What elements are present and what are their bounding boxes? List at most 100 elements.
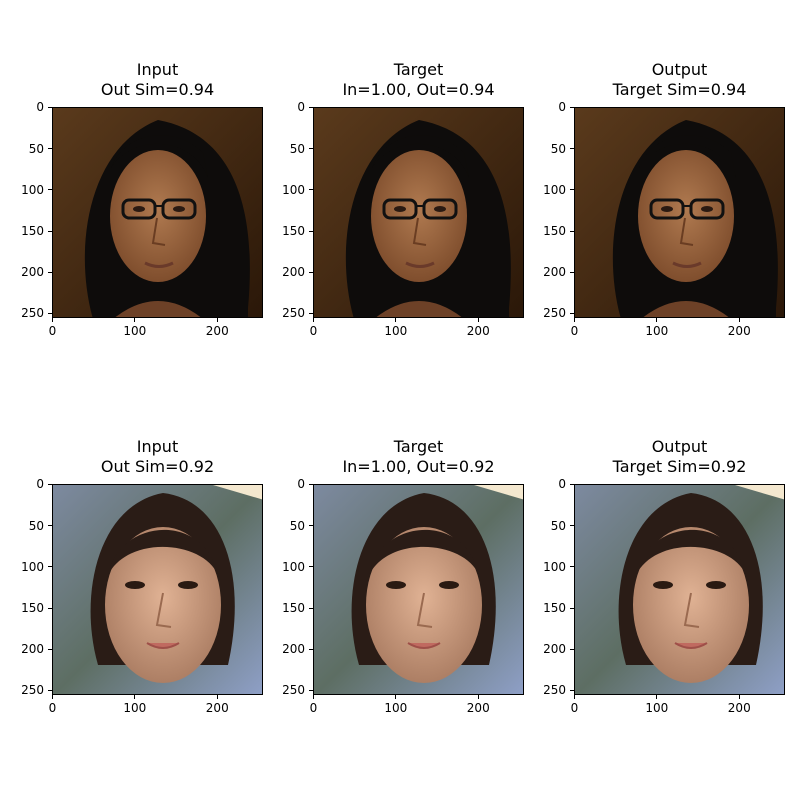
- y-tick-mark: [48, 525, 52, 527]
- panel-title-line2: Out Sim=0.92: [100, 457, 215, 476]
- y-tick-label: 0: [36, 477, 44, 492]
- image-axes: [313, 107, 524, 318]
- y-tick-label: 0: [297, 477, 305, 492]
- y-tick-mark: [48, 648, 52, 650]
- x-tick-label: 100: [645, 324, 669, 338]
- y-tick-mark: [309, 525, 313, 527]
- y-tick-label: 100: [543, 182, 566, 197]
- face-photo: [314, 108, 523, 317]
- y-tick-mark: [48, 189, 52, 191]
- y-tick-label: 250: [21, 306, 44, 321]
- y-tick-label: 50: [289, 141, 305, 156]
- panel-title-line1: Output: [651, 437, 708, 456]
- y-tick-label: 250: [543, 306, 566, 321]
- y-tick-label: 200: [282, 642, 305, 657]
- y-tick-label: 200: [21, 642, 44, 657]
- y-tick-label: 150: [21, 601, 44, 616]
- image-axes: [52, 484, 263, 695]
- y-tick-label: 250: [543, 683, 566, 698]
- x-tick-mark: [656, 695, 658, 699]
- y-tick-mark: [570, 312, 574, 314]
- panel-title-line1: Input: [136, 60, 179, 79]
- x-tick-label: 0: [570, 701, 579, 715]
- y-tick-mark: [309, 566, 313, 568]
- x-tick-mark: [738, 695, 740, 699]
- y-tick-mark: [48, 230, 52, 232]
- x-tick-label: 0: [309, 701, 318, 715]
- y-tick-mark: [48, 106, 52, 108]
- y-tick-mark: [309, 148, 313, 150]
- panel-title-line2: In=1.00, Out=0.94: [342, 80, 495, 99]
- y-tick-mark: [309, 189, 313, 191]
- y-tick-label: 150: [21, 224, 44, 239]
- y-tick-mark: [48, 148, 52, 150]
- y-tick-label: 100: [282, 559, 305, 574]
- face-photo: [53, 108, 262, 317]
- image-axes: [52, 107, 263, 318]
- x-tick-label: 200: [727, 701, 751, 715]
- y-tick-mark: [570, 689, 574, 691]
- y-tick-mark: [309, 106, 313, 108]
- x-tick-label: 200: [727, 324, 751, 338]
- y-tick-mark: [570, 189, 574, 191]
- x-tick-mark: [573, 695, 575, 699]
- x-tick-mark: [395, 318, 397, 322]
- face-photo: [575, 108, 784, 317]
- y-tick-label: 100: [282, 182, 305, 197]
- x-tick-mark: [51, 695, 53, 699]
- y-tick-mark: [570, 483, 574, 485]
- y-tick-mark: [48, 312, 52, 314]
- y-tick-mark: [570, 607, 574, 609]
- y-tick-label: 250: [282, 683, 305, 698]
- x-tick-mark: [312, 318, 314, 322]
- y-tick-mark: [570, 230, 574, 232]
- y-tick-label: 250: [282, 306, 305, 321]
- panel-title-line2: Target Sim=0.92: [612, 457, 747, 476]
- x-tick-mark: [477, 695, 479, 699]
- panel-title-line2: Target Sim=0.94: [612, 80, 747, 99]
- y-tick-label: 150: [543, 601, 566, 616]
- x-tick-label: 100: [384, 701, 408, 715]
- x-tick-mark: [477, 318, 479, 322]
- y-tick-label: 50: [289, 518, 305, 533]
- y-tick-mark: [48, 607, 52, 609]
- x-tick-label: 200: [205, 701, 229, 715]
- panel-title: Output Target Sim=0.92: [550, 437, 800, 477]
- panel-title-line1: Target: [393, 437, 444, 456]
- y-tick-label: 0: [558, 477, 566, 492]
- y-tick-label: 50: [550, 518, 566, 533]
- x-tick-label: 0: [48, 701, 57, 715]
- face-photo: [53, 485, 262, 694]
- panel-title: Target In=1.00, Out=0.92: [289, 437, 549, 477]
- x-tick-label: 200: [205, 324, 229, 338]
- x-tick-mark: [573, 318, 575, 322]
- y-tick-mark: [570, 566, 574, 568]
- y-tick-mark: [309, 483, 313, 485]
- y-tick-label: 200: [543, 642, 566, 657]
- panel-title-line1: Output: [651, 60, 708, 79]
- y-tick-mark: [309, 230, 313, 232]
- y-tick-label: 150: [282, 224, 305, 239]
- panel-title: Target In=1.00, Out=0.94: [289, 60, 549, 100]
- x-tick-label: 200: [466, 701, 490, 715]
- y-tick-mark: [309, 689, 313, 691]
- x-tick-label: 100: [123, 324, 147, 338]
- y-tick-mark: [309, 271, 313, 273]
- image-axes: [313, 484, 524, 695]
- y-tick-label: 200: [21, 265, 44, 280]
- y-tick-label: 50: [28, 518, 44, 533]
- panel-title: Input Out Sim=0.92: [28, 437, 288, 477]
- y-tick-mark: [48, 566, 52, 568]
- x-tick-mark: [216, 318, 218, 322]
- x-tick-label: 200: [466, 324, 490, 338]
- y-tick-label: 150: [543, 224, 566, 239]
- y-tick-label: 100: [21, 559, 44, 574]
- panel-title-line1: Input: [136, 437, 179, 456]
- y-tick-label: 0: [297, 100, 305, 115]
- x-tick-label: 100: [645, 701, 669, 715]
- x-tick-mark: [216, 695, 218, 699]
- y-tick-label: 100: [21, 182, 44, 197]
- y-tick-mark: [309, 607, 313, 609]
- panel-title-line2: In=1.00, Out=0.92: [342, 457, 495, 476]
- x-tick-label: 0: [570, 324, 579, 338]
